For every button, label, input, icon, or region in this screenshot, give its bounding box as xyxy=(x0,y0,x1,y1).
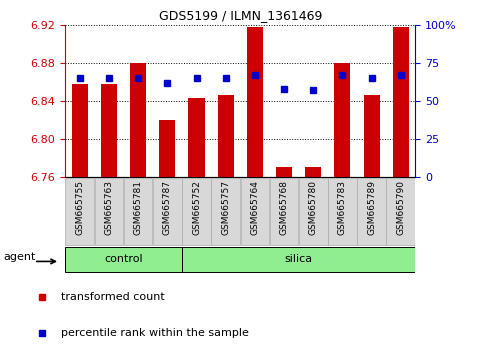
Text: GSM665790: GSM665790 xyxy=(396,181,405,235)
Bar xyxy=(159,120,175,177)
FancyBboxPatch shape xyxy=(386,178,415,245)
Text: transformed count: transformed count xyxy=(61,292,164,302)
Title: GDS5199 / ILMN_1361469: GDS5199 / ILMN_1361469 xyxy=(158,9,322,22)
FancyBboxPatch shape xyxy=(95,178,123,245)
Bar xyxy=(364,95,380,177)
Bar xyxy=(72,84,88,177)
Text: silica: silica xyxy=(284,254,313,264)
Text: agent: agent xyxy=(3,252,36,262)
Bar xyxy=(130,63,146,177)
Text: GSM665752: GSM665752 xyxy=(192,181,201,235)
Bar xyxy=(393,27,409,177)
Bar xyxy=(218,95,234,177)
Bar xyxy=(334,63,351,177)
FancyBboxPatch shape xyxy=(299,178,327,245)
Text: GSM665783: GSM665783 xyxy=(338,181,347,235)
FancyBboxPatch shape xyxy=(66,178,94,245)
FancyBboxPatch shape xyxy=(328,178,357,245)
FancyBboxPatch shape xyxy=(357,178,386,245)
FancyBboxPatch shape xyxy=(270,178,298,245)
Bar xyxy=(305,167,321,177)
FancyBboxPatch shape xyxy=(153,178,182,245)
Text: GSM665755: GSM665755 xyxy=(75,181,85,235)
Text: GSM665763: GSM665763 xyxy=(104,181,114,235)
Bar xyxy=(247,27,263,177)
Text: GSM665780: GSM665780 xyxy=(309,181,318,235)
Bar xyxy=(101,84,117,177)
Text: GSM665768: GSM665768 xyxy=(280,181,288,235)
FancyBboxPatch shape xyxy=(212,178,240,245)
Text: GSM665757: GSM665757 xyxy=(221,181,230,235)
Bar xyxy=(188,98,204,177)
Text: GSM665789: GSM665789 xyxy=(367,181,376,235)
FancyBboxPatch shape xyxy=(241,178,269,245)
Text: GSM665787: GSM665787 xyxy=(163,181,172,235)
Text: GSM665781: GSM665781 xyxy=(134,181,142,235)
Text: GSM665764: GSM665764 xyxy=(250,181,259,235)
FancyBboxPatch shape xyxy=(66,246,182,272)
FancyBboxPatch shape xyxy=(124,178,153,245)
Bar xyxy=(276,167,292,177)
Text: control: control xyxy=(104,254,143,264)
FancyBboxPatch shape xyxy=(182,178,211,245)
FancyBboxPatch shape xyxy=(182,246,415,272)
Text: percentile rank within the sample: percentile rank within the sample xyxy=(61,328,249,338)
